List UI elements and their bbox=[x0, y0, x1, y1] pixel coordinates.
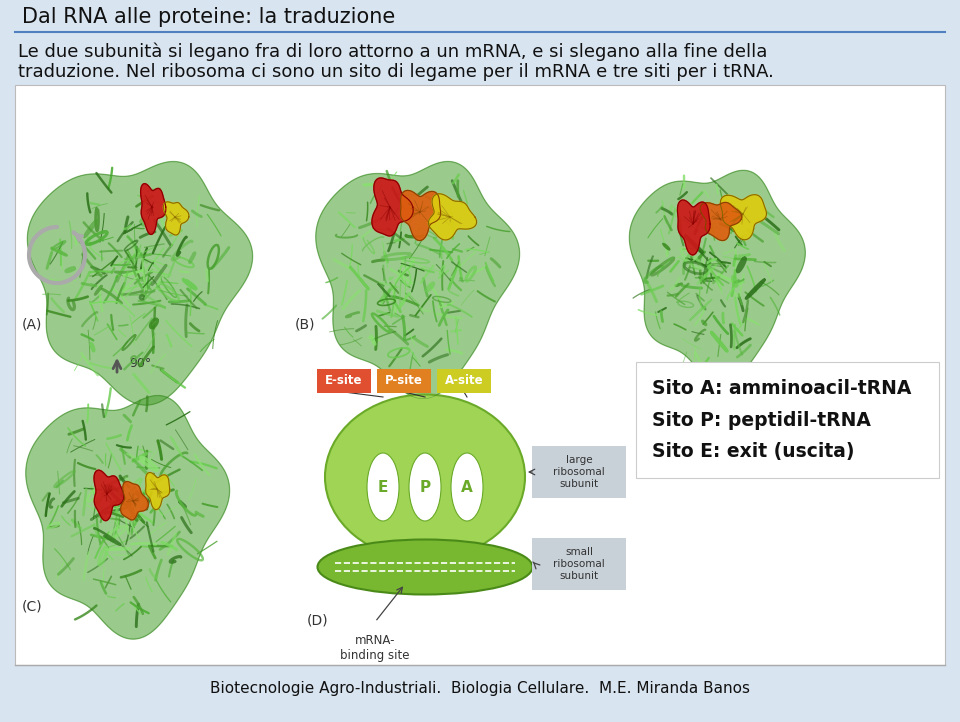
Polygon shape bbox=[28, 162, 252, 405]
FancyBboxPatch shape bbox=[532, 538, 626, 590]
Text: A: A bbox=[461, 479, 473, 495]
Polygon shape bbox=[372, 178, 413, 236]
Polygon shape bbox=[141, 183, 166, 235]
Text: Dal RNA alle proteine: la traduzione: Dal RNA alle proteine: la traduzione bbox=[22, 7, 396, 27]
Text: Sito A: amminoacil-tRNA: Sito A: amminoacil-tRNA bbox=[652, 380, 911, 399]
Polygon shape bbox=[146, 472, 170, 510]
Text: small
ribosomal
subunit: small ribosomal subunit bbox=[553, 547, 605, 580]
Text: (A): (A) bbox=[22, 318, 42, 332]
Polygon shape bbox=[316, 162, 519, 399]
FancyBboxPatch shape bbox=[636, 362, 939, 478]
FancyBboxPatch shape bbox=[15, 85, 945, 665]
Polygon shape bbox=[678, 200, 710, 255]
Polygon shape bbox=[94, 470, 124, 521]
FancyBboxPatch shape bbox=[377, 369, 431, 393]
Polygon shape bbox=[720, 195, 766, 240]
Ellipse shape bbox=[367, 453, 399, 521]
FancyBboxPatch shape bbox=[317, 369, 371, 393]
Polygon shape bbox=[700, 202, 742, 240]
Polygon shape bbox=[163, 202, 189, 235]
Polygon shape bbox=[630, 170, 805, 382]
Text: (D): (D) bbox=[307, 613, 328, 627]
Ellipse shape bbox=[325, 394, 525, 560]
Text: P: P bbox=[420, 479, 431, 495]
Text: large
ribosomal
subunit: large ribosomal subunit bbox=[553, 456, 605, 489]
Ellipse shape bbox=[318, 539, 533, 594]
Text: Le due subunità si legano fra di loro attorno a un mRNA, e si slegano alla fine : Le due subunità si legano fra di loro at… bbox=[18, 43, 767, 61]
Polygon shape bbox=[121, 482, 149, 520]
FancyBboxPatch shape bbox=[437, 369, 491, 393]
Text: E: E bbox=[378, 479, 388, 495]
Text: mRNA-
binding site: mRNA- binding site bbox=[340, 634, 410, 662]
Ellipse shape bbox=[451, 453, 483, 521]
Ellipse shape bbox=[409, 453, 441, 521]
Text: traduzione. Nel ribosoma ci sono un sito di legame per il mRNA e tre siti per i : traduzione. Nel ribosoma ci sono un sito… bbox=[18, 63, 774, 81]
Text: P-site: P-site bbox=[385, 375, 423, 388]
FancyBboxPatch shape bbox=[532, 446, 626, 498]
Text: 90°: 90° bbox=[129, 357, 152, 370]
Polygon shape bbox=[428, 193, 476, 240]
Text: (B): (B) bbox=[295, 318, 316, 332]
Text: A-site: A-site bbox=[444, 375, 483, 388]
Polygon shape bbox=[26, 396, 229, 639]
Text: Sito E: exit (uscita): Sito E: exit (uscita) bbox=[652, 443, 854, 461]
Text: Biotecnologie Agro-Industriali.  Biologia Cellulare.  M.E. Miranda Banos: Biotecnologie Agro-Industriali. Biologia… bbox=[210, 682, 750, 697]
Text: E-site: E-site bbox=[325, 375, 363, 388]
Polygon shape bbox=[400, 191, 441, 240]
Text: (C): (C) bbox=[22, 599, 42, 613]
Text: Sito P: peptidil-tRNA: Sito P: peptidil-tRNA bbox=[652, 412, 871, 430]
